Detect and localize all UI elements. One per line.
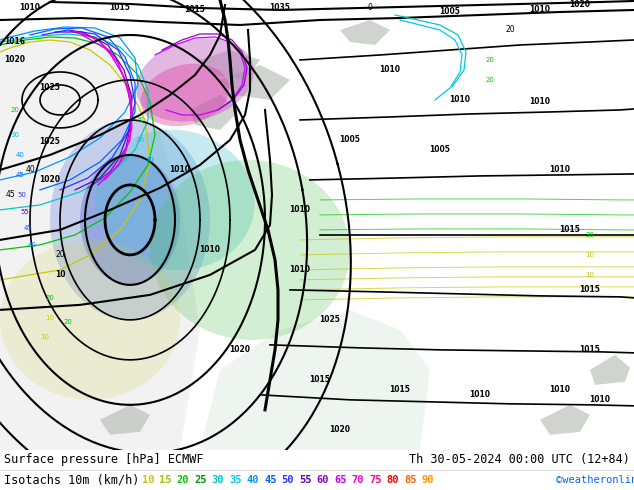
Ellipse shape	[95, 130, 255, 270]
Text: 1010: 1010	[550, 385, 571, 394]
Ellipse shape	[150, 160, 350, 340]
Ellipse shape	[50, 120, 210, 320]
Text: 20: 20	[136, 117, 145, 123]
Ellipse shape	[141, 64, 229, 126]
Text: 40: 40	[25, 166, 35, 174]
Text: 1010: 1010	[590, 395, 611, 404]
Text: 30: 30	[212, 475, 224, 485]
Text: 50: 50	[281, 475, 294, 485]
Text: 40: 40	[27, 242, 36, 248]
Text: 60: 60	[317, 475, 329, 485]
Text: 1016: 1016	[4, 37, 25, 47]
Text: 80: 80	[387, 475, 399, 485]
Text: 20: 20	[11, 107, 20, 113]
Text: 1015: 1015	[579, 285, 600, 294]
Polygon shape	[220, 65, 290, 100]
Text: 1010: 1010	[550, 166, 571, 174]
Text: 1010: 1010	[470, 391, 491, 399]
Text: 30: 30	[11, 132, 20, 138]
Ellipse shape	[136, 38, 254, 122]
Text: 20: 20	[46, 295, 55, 301]
Text: 1010: 1010	[529, 5, 550, 15]
Text: 1020: 1020	[569, 0, 590, 9]
Text: 30: 30	[136, 137, 145, 143]
Text: 1015: 1015	[579, 345, 600, 354]
Text: 65: 65	[334, 475, 347, 485]
Text: 1005: 1005	[430, 146, 450, 154]
Text: 1010: 1010	[169, 166, 190, 174]
Polygon shape	[340, 20, 390, 45]
Text: 55: 55	[299, 475, 312, 485]
Polygon shape	[540, 405, 590, 435]
Text: 20: 20	[586, 232, 595, 238]
Text: 45: 45	[5, 191, 15, 199]
Polygon shape	[590, 355, 630, 385]
Text: Surface pressure [hPa] ECMWF: Surface pressure [hPa] ECMWF	[4, 453, 204, 466]
Text: 25: 25	[194, 475, 207, 485]
Text: 1020: 1020	[230, 345, 250, 354]
Text: 1010: 1010	[380, 66, 401, 74]
Text: 1025: 1025	[39, 137, 60, 147]
Text: 1015: 1015	[309, 375, 330, 384]
Text: 1010: 1010	[290, 205, 311, 215]
Text: 20: 20	[486, 57, 495, 63]
Text: 1020: 1020	[39, 175, 60, 184]
Text: 1010: 1010	[20, 3, 41, 13]
Text: 40: 40	[247, 475, 259, 485]
Text: 1020: 1020	[4, 55, 25, 65]
Polygon shape	[200, 50, 260, 80]
Text: 1010: 1010	[200, 245, 221, 254]
Text: 85: 85	[404, 475, 417, 485]
Polygon shape	[200, 310, 430, 450]
Text: 45: 45	[23, 225, 32, 231]
Text: 1015: 1015	[389, 385, 410, 394]
Text: 45: 45	[264, 475, 277, 485]
Text: 10: 10	[55, 270, 65, 279]
Text: 20: 20	[177, 475, 190, 485]
Ellipse shape	[0, 240, 180, 400]
Text: 1005: 1005	[340, 135, 361, 145]
Text: 20: 20	[486, 77, 495, 83]
Text: 10: 10	[46, 315, 55, 321]
Ellipse shape	[80, 155, 180, 285]
Polygon shape	[0, 30, 200, 450]
Text: 1025: 1025	[320, 316, 340, 324]
Text: 90: 90	[422, 475, 434, 485]
Text: 20: 20	[505, 25, 515, 34]
Text: 10: 10	[586, 252, 595, 258]
Text: 10: 10	[586, 272, 595, 278]
Text: 20: 20	[55, 250, 65, 259]
Text: 1035: 1035	[269, 3, 290, 13]
Text: 40: 40	[16, 152, 25, 158]
Text: 1015: 1015	[184, 5, 205, 15]
Text: 1025: 1025	[39, 83, 60, 93]
Text: 1010: 1010	[529, 98, 550, 106]
Text: 50: 50	[18, 192, 27, 198]
Text: 35: 35	[230, 475, 242, 485]
Polygon shape	[190, 95, 240, 130]
Text: 1005: 1005	[439, 7, 460, 17]
Text: 75: 75	[369, 475, 382, 485]
Text: ©weatheronline.co.uk: ©weatheronline.co.uk	[556, 475, 634, 485]
Text: 70: 70	[352, 475, 365, 485]
Text: 1015: 1015	[110, 3, 131, 13]
Text: 15: 15	[159, 475, 172, 485]
Text: 10: 10	[41, 334, 49, 340]
Polygon shape	[100, 405, 150, 435]
Text: 1010: 1010	[450, 96, 470, 104]
Text: 45: 45	[16, 172, 24, 178]
Text: 1010: 1010	[290, 266, 311, 274]
Text: Isotachs 10m (km/h): Isotachs 10m (km/h)	[4, 473, 139, 487]
Text: 55: 55	[21, 209, 29, 215]
Text: 1020: 1020	[330, 425, 351, 434]
Text: 40: 40	[146, 157, 155, 163]
Text: 1015: 1015	[560, 225, 581, 234]
Text: 20: 20	[63, 319, 72, 325]
Text: Th 30-05-2024 00:00 UTC (12+84): Th 30-05-2024 00:00 UTC (12+84)	[409, 453, 630, 466]
Text: 0: 0	[368, 3, 372, 13]
Text: 10: 10	[142, 475, 154, 485]
